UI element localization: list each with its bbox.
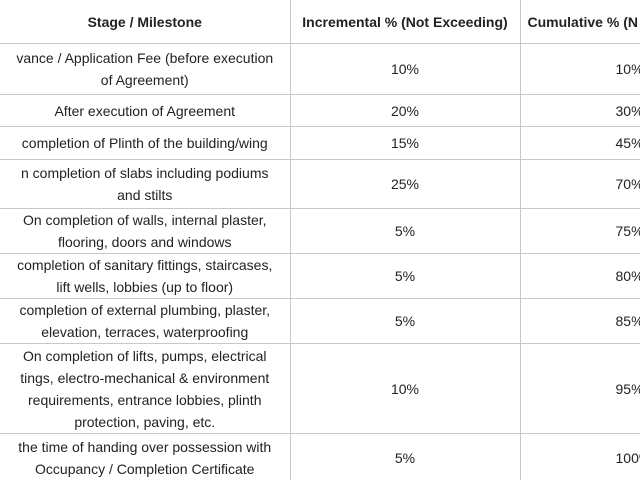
incremental-cell: 20% — [289, 94, 521, 127]
stage-line: lift wells, lobbies (up to floor) — [56, 279, 234, 295]
incremental-cell: 10% — [289, 43, 521, 95]
stage-line: the time of handing over possession with — [18, 438, 272, 455]
table-row: After execution of Agreement 20%30% — [0, 94, 640, 127]
incremental-cell: 15% — [289, 126, 521, 160]
table-row: On completion of walls, internal plaster… — [0, 208, 640, 254]
cumulative-cell: 80% — [519, 253, 640, 299]
table-row: n completion of slabs including podiums a… — [0, 159, 640, 209]
stage-line: n completion of slabs including podiums — [21, 165, 269, 181]
stage-line: vance / Application Fee (before executio… — [16, 50, 274, 66]
table-row: completion of Plinth of the building/win… — [0, 126, 640, 160]
stage-cell: n completion of slabs including podiums a… — [0, 159, 291, 209]
cumulative-cell: 100% — [519, 433, 640, 480]
stage-line: completion of external plumbing, plaster… — [19, 302, 271, 318]
stage-line: On completion of lifts, pumps, electrica… — [22, 347, 267, 364]
stage-line: requirements, entrance lobbies, plinth — [28, 391, 262, 408]
stage-line: elevation, terraces, waterproofing — [41, 324, 249, 340]
stage-line: Occupancy / Completion Certificate — [35, 460, 255, 477]
stage-line: completion of Plinth of the building/win… — [21, 135, 268, 151]
incremental-cell: 5% — [289, 298, 521, 344]
stage-line: After execution of Agreement — [54, 102, 236, 119]
cumulative-cell: 85% — [519, 298, 640, 344]
table-row: vance / Application Fee (before executio… — [0, 43, 640, 95]
header-cell: Incremental % (Not Exceeding) — [289, 0, 521, 44]
incremental-cell: 5% — [289, 208, 521, 254]
stage-cell: On completion of walls, internal plaster… — [0, 208, 291, 254]
stage-line: protection, paving, etc. — [74, 413, 216, 430]
table-row: completion of sanitary fittings, stairca… — [0, 253, 640, 299]
cumulative-cell: 70% — [519, 159, 640, 209]
stage-line: On completion of walls, internal plaster… — [22, 212, 267, 228]
stage-cell: completion of Plinth of the building/win… — [0, 126, 291, 160]
table-row: the time of handing over possession with… — [0, 433, 640, 480]
incremental-cell: 25% — [289, 159, 521, 209]
stage-line: and stilts — [117, 187, 173, 203]
cumulative-cell: 45% — [519, 126, 640, 160]
stage-cell: After execution of Agreement — [0, 94, 291, 127]
cumulative-cell: 10% — [519, 43, 640, 95]
stage-cell: completion of external plumbing, plaster… — [0, 298, 291, 344]
stage-cell: vance / Application Fee (before executio… — [0, 43, 291, 95]
header-row: Stage / Milestone Incremental % (Not Exc… — [0, 0, 640, 44]
stage-cell: completion of sanitary fittings, stairca… — [0, 253, 291, 299]
stage-cell: On completion of lifts, pumps, electrica… — [0, 343, 291, 434]
header-cell: Stage / Milestone — [0, 0, 291, 44]
stage-line: of Agreement) — [100, 72, 189, 88]
stage-line: flooring, doors and windows — [57, 234, 232, 250]
table-row: On completion of lifts, pumps, electrica… — [0, 343, 640, 434]
table-row: completion of external plumbing, plaster… — [0, 298, 640, 344]
cumulative-cell: 30% — [519, 94, 640, 127]
incremental-cell: 5% — [289, 433, 521, 480]
cumulative-cell: 75% — [519, 208, 640, 254]
incremental-cell: 5% — [289, 253, 521, 299]
header-cell: Cumulative % (N — [519, 0, 640, 44]
stage-cell: the time of handing over possession with… — [0, 433, 291, 480]
cumulative-cell: 95% — [519, 343, 640, 434]
stage-line: completion of sanitary fittings, stairca… — [17, 257, 273, 273]
incremental-cell: 10% — [289, 343, 521, 434]
stage-line: tings, electro-mechanical & environment — [20, 369, 270, 386]
